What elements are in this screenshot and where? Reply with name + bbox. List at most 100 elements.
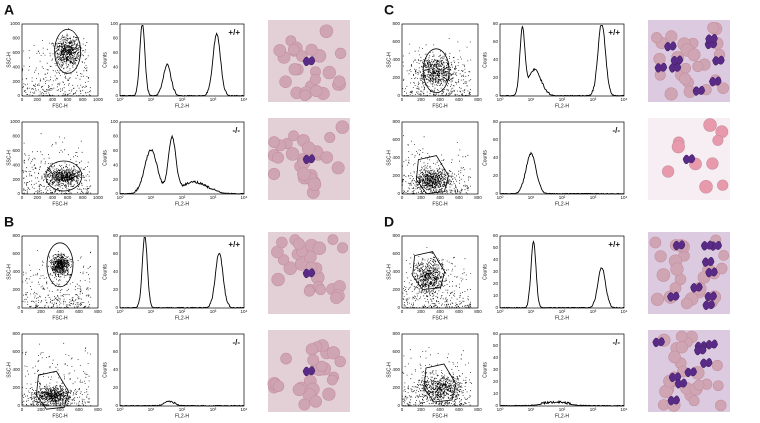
nucleus [704,291,718,302]
y-tick-label: 40 [113,367,119,372]
red-cell [675,330,688,343]
y-tick-label: 40 [113,64,119,69]
x-tick-label: 10⁴ [241,97,248,102]
x-tick-label: 400 [436,195,444,200]
y-axis-label: SSC-H [386,52,392,68]
red-cell [322,65,336,80]
scatter-dots [22,250,92,309]
x-tick-label: 10³ [590,195,597,200]
y-tick-label: 80 [113,134,119,139]
y-tick-label: 200 [392,287,400,292]
x-axis-label: FL2-H [175,413,189,419]
histogram-frame [119,121,245,195]
red-cell [665,30,678,43]
red-cell [310,84,323,98]
histogram-frame [119,23,245,97]
y-tick-label: 0 [397,93,400,98]
red-cell [680,297,693,310]
genotype-label: +/+ [608,28,620,37]
y-tick-label: 0 [495,93,498,98]
red-cell [335,120,350,134]
y-tick-label: 60 [113,148,119,153]
red-cell [331,161,345,175]
x-tick-label: 0 [21,407,24,412]
y-tick-label: 0 [115,191,118,196]
red-cell [712,134,724,146]
y-tick-label: 1000 [10,119,21,124]
x-axis-label: FSC-H [52,201,68,207]
y-tick-label: 1000 [10,21,21,26]
x-tick-label: 800 [474,97,482,102]
x-tick-label: 10¹ [528,309,535,314]
nucleus [705,33,718,44]
red-cell [718,249,730,261]
nucleus [668,62,682,73]
histogram-curve [499,24,625,97]
red-cell [330,291,343,305]
histogram-curve [119,24,245,97]
nucleus [667,291,680,302]
red-cell [337,242,349,254]
x-tick-label: 200 [417,97,425,102]
red-cell [715,399,727,412]
x-tick-label: 0 [401,309,404,314]
x-tick-label: 10⁴ [621,97,628,102]
panel-letter: B [4,214,14,230]
red-cell [661,165,675,178]
red-cell [303,285,315,297]
red-cell [692,60,704,72]
x-axis-label: FL2-H [555,103,569,109]
panel-letter: A [4,2,14,18]
red-cell [273,44,287,57]
y-tick-label: 0 [17,403,20,408]
red-cell [322,387,336,401]
y-tick-label: 50 [493,245,499,250]
x-tick-label: 200 [417,309,425,314]
red-cell [297,167,311,181]
x-tick-label: 10² [179,407,186,412]
red-cell [717,179,729,191]
red-cell [316,360,328,373]
red-cell [305,343,319,356]
x-tick-label: 10¹ [528,407,535,412]
y-tick-label: 400 [392,57,400,62]
x-tick-label: 10² [179,97,186,102]
y-tick-label: 0 [115,403,118,408]
red-cell [699,179,713,194]
red-cell [688,395,700,407]
y-axis-label: SSC-H [6,150,12,166]
y-axis-label: SSC-H [6,264,12,280]
y-tick-label: 20 [493,379,499,384]
y-tick-label: 0 [397,403,400,408]
y-tick-label: 60 [493,331,499,336]
y-tick-label: 800 [392,119,400,124]
y-tick-label: 800 [392,21,400,26]
y-axis-label: SSC-H [386,264,392,280]
y-tick-label: 600 [392,39,400,44]
y-tick-label: 40 [493,57,499,62]
nucleus [705,267,718,278]
x-tick-label: 0 [21,195,24,200]
nucleus [684,367,697,378]
gate [35,370,69,410]
x-tick-label: 1000 [93,195,104,200]
x-tick-label: 200 [33,97,41,102]
gate [423,363,457,403]
x-tick-label: 10¹ [528,195,535,200]
x-tick-label: 10⁰ [117,309,124,314]
histogram-curve [499,400,625,407]
y-tick-label: 200 [392,173,400,178]
x-tick-label: 600 [455,309,463,314]
nucleus [674,378,688,389]
scatter-dots [402,135,471,195]
x-tick-label: 10⁰ [117,407,124,412]
red-cell [319,24,334,38]
histogram-curve [499,240,624,309]
nucleus [700,240,714,251]
y-tick-label: 600 [12,50,20,55]
x-tick-label: 800 [474,309,482,314]
red-cell [326,346,341,360]
y-axis-label: Counts [482,52,488,68]
gate [422,48,450,94]
y-tick-label: 200 [12,79,20,84]
